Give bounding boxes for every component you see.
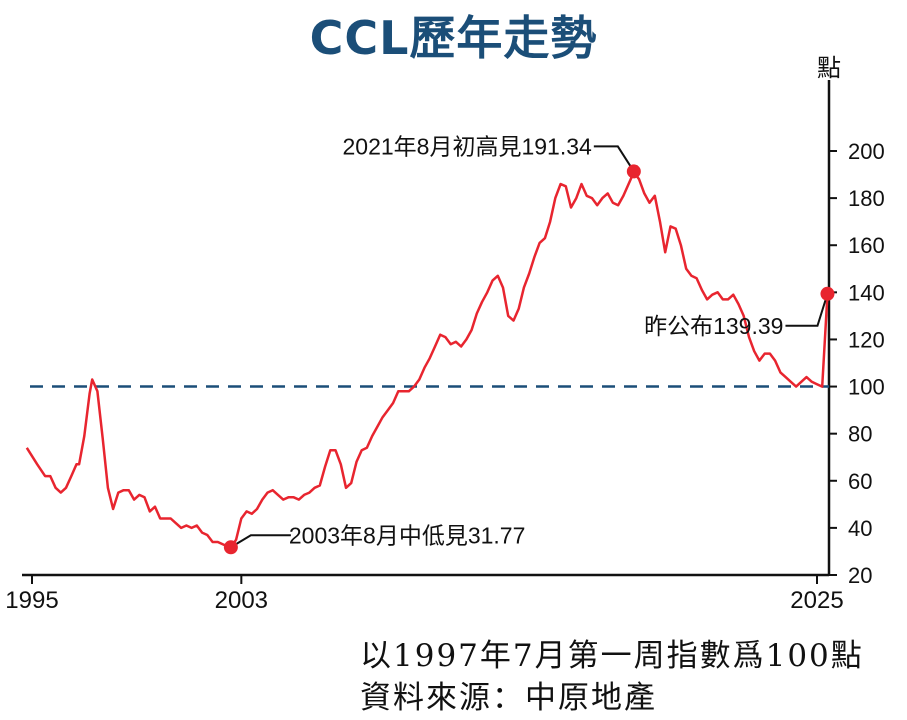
y-tick-label: 180 xyxy=(848,186,885,211)
x-tick-label: 2003 xyxy=(215,587,268,614)
ccl-series-line xyxy=(25,170,829,549)
x-tick-label: 1995 xyxy=(5,587,58,614)
base-note: 以1997年7月第一周指數爲100點 xyxy=(360,638,864,674)
source-note: 資料來源：中原地產 xyxy=(360,680,657,716)
y-tick-label: 20 xyxy=(848,563,872,588)
y-tick-label: 140 xyxy=(848,280,885,305)
y-tick-label: 40 xyxy=(848,516,872,541)
y-tick-label: 80 xyxy=(848,422,872,447)
y-tick-label: 200 xyxy=(848,139,885,164)
y-tick-label: 120 xyxy=(848,327,885,352)
chart-title: CCL歷年走勢 xyxy=(309,11,598,65)
y-tick-label: 160 xyxy=(848,233,885,258)
latest-annotation: 昨公布139.39 xyxy=(644,313,783,339)
y-tick-label: 60 xyxy=(848,469,872,494)
low-point-marker xyxy=(223,540,238,555)
low-annotation: 2003年8月中低見31.77 xyxy=(289,522,526,548)
x-tick-label: 2025 xyxy=(790,587,843,614)
latest-leader-line xyxy=(785,293,829,327)
low-leader-line xyxy=(230,534,291,549)
y-tick-label: 100 xyxy=(848,375,885,400)
y-axis-unit-label: 點 xyxy=(817,55,841,82)
latest-point-marker xyxy=(820,286,835,301)
high-annotation: 2021年8月初高見191.34 xyxy=(343,133,593,159)
high-point-marker xyxy=(626,164,641,179)
high-leader-line xyxy=(593,145,635,172)
